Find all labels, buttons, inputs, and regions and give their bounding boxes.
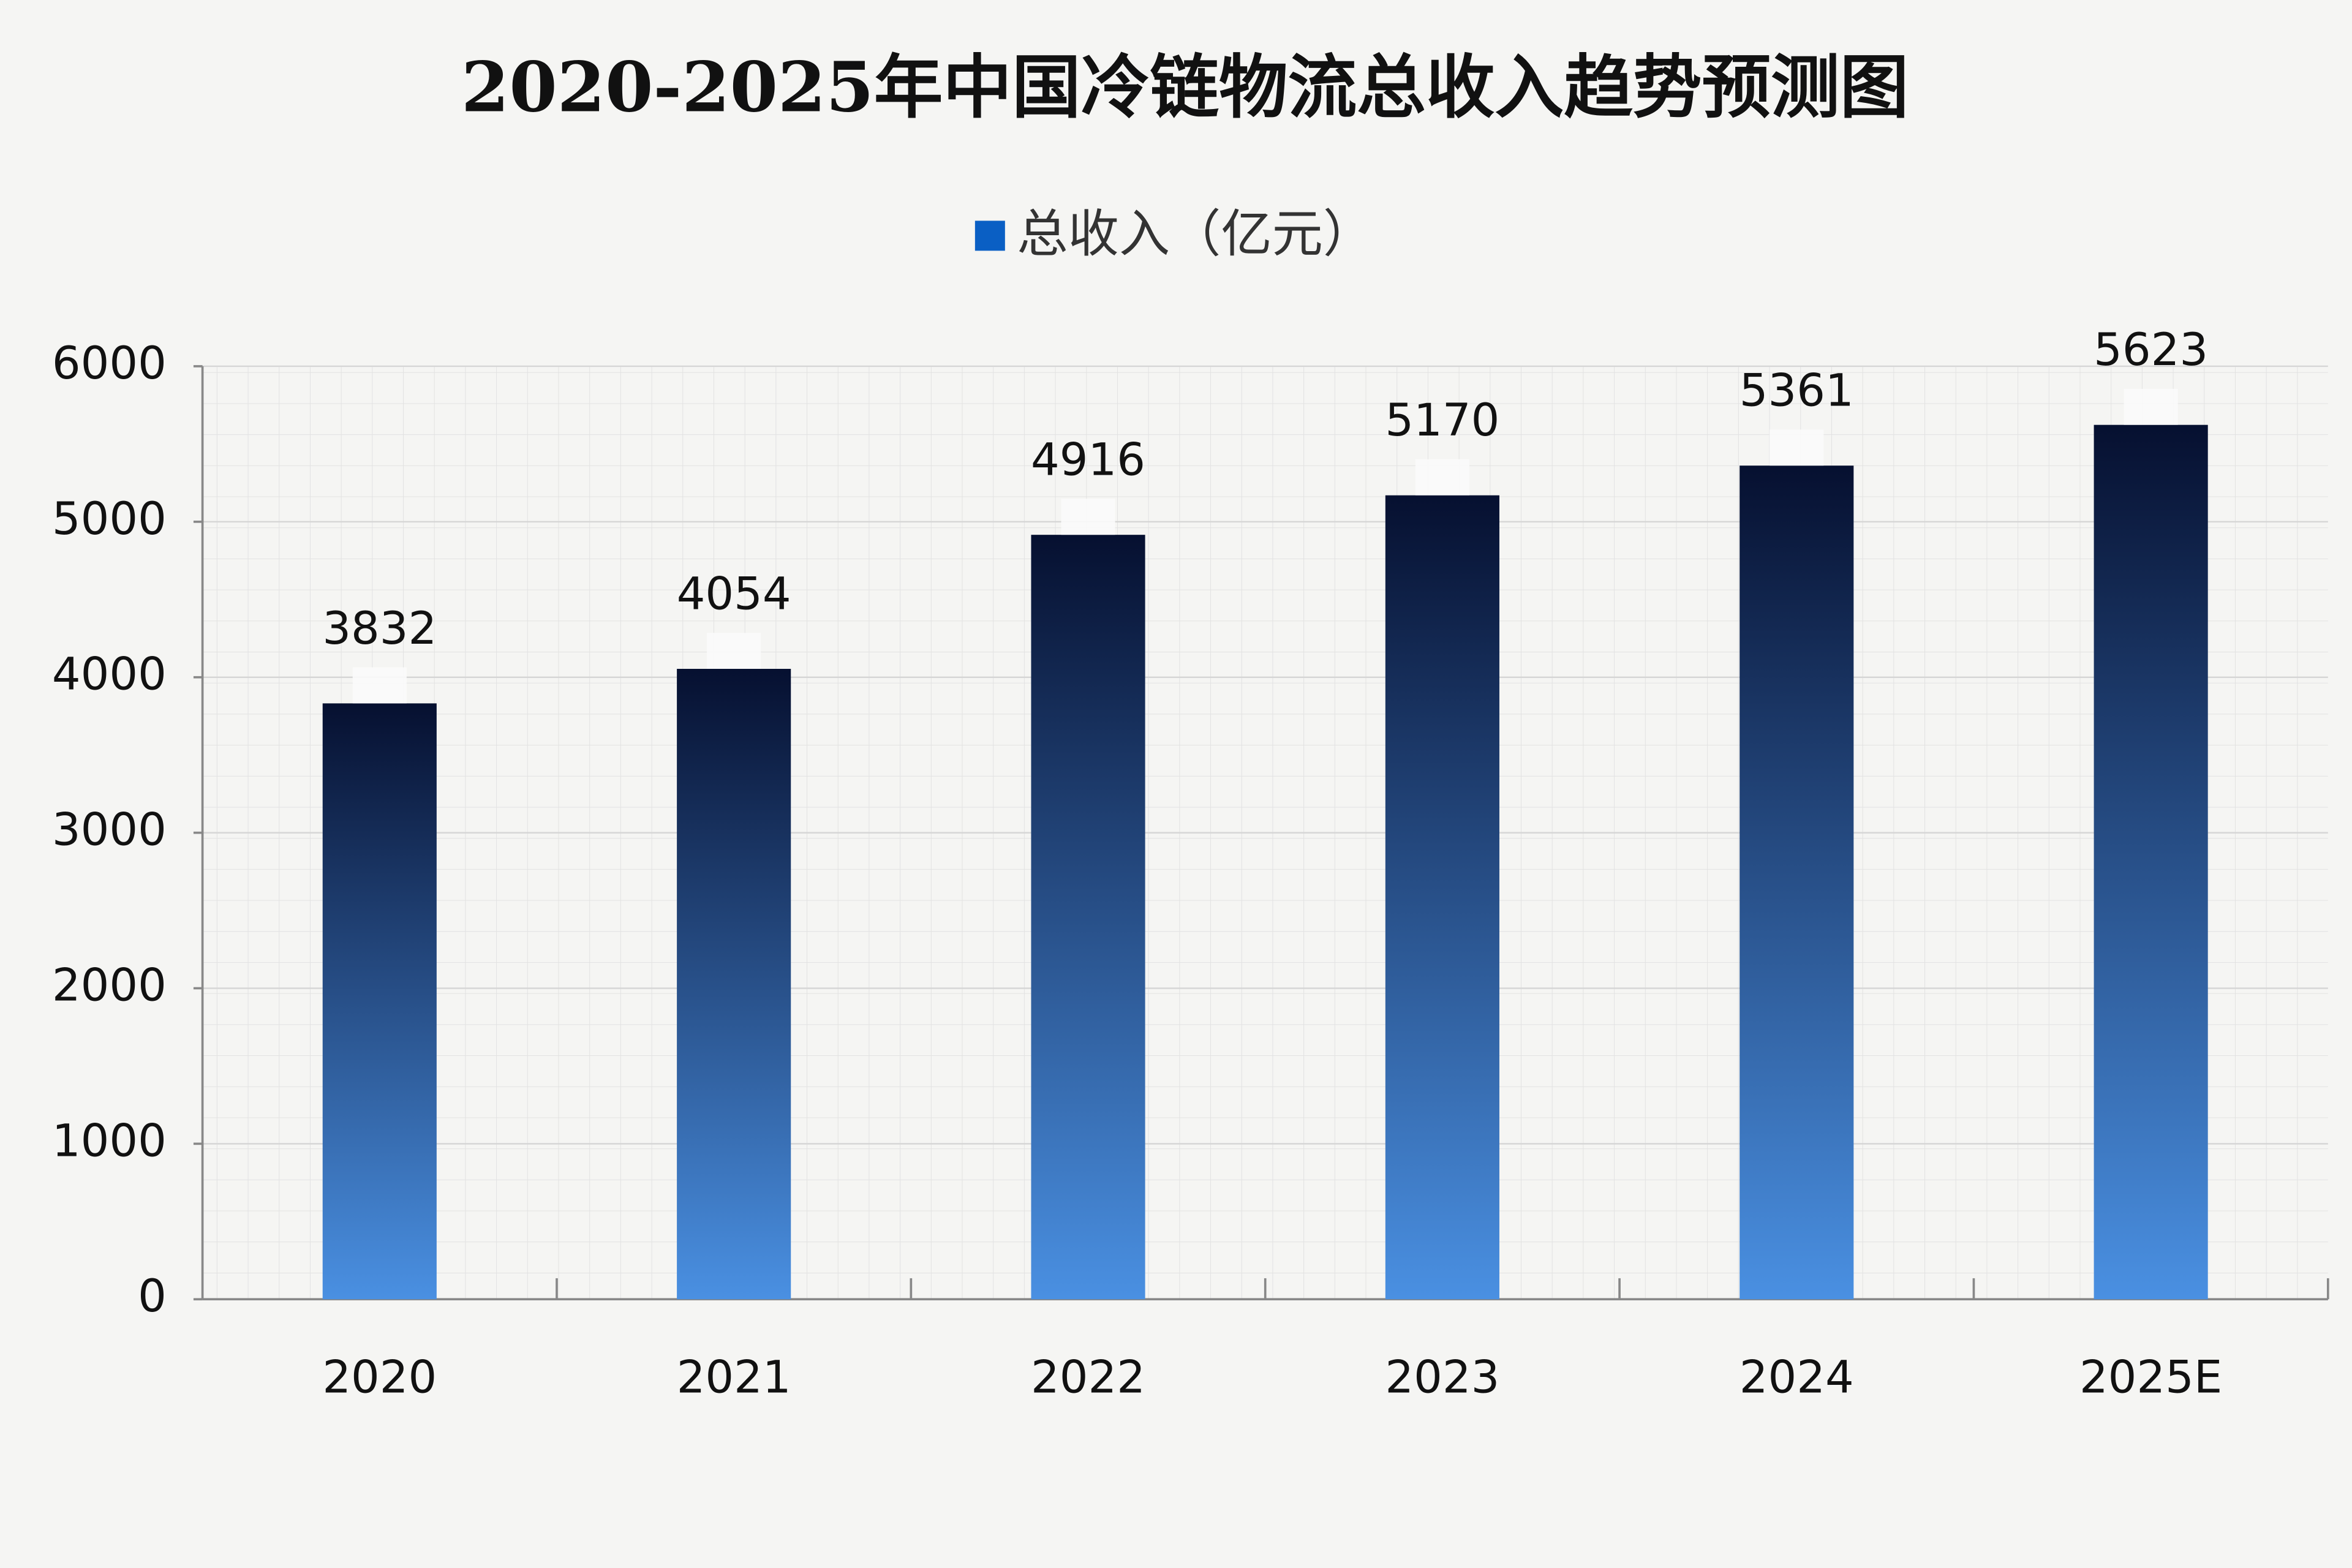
y-tick-label: 5000 xyxy=(52,493,167,545)
y-tick-label: 2000 xyxy=(52,959,167,1011)
value-label: 5170 xyxy=(1385,394,1499,447)
bar xyxy=(1385,495,1499,1300)
value-label-bg xyxy=(707,633,761,669)
x-tick-label: 2022 xyxy=(1031,1351,1145,1403)
y-tick-label: 0 xyxy=(138,1270,167,1322)
bar xyxy=(2094,424,2208,1300)
bar xyxy=(1031,535,1145,1300)
chart-title: 2020-2025年中国冷链物流总收入趋势预测图 xyxy=(461,47,1909,128)
x-tick-label: 2021 xyxy=(677,1351,791,1403)
y-tick-label: 3000 xyxy=(52,804,167,856)
y-tick-label: 1000 xyxy=(52,1115,167,1167)
value-label-bg xyxy=(1061,499,1115,535)
bar xyxy=(677,669,791,1300)
value-label-bg xyxy=(2124,388,2178,425)
value-label: 4054 xyxy=(677,568,791,620)
value-label: 5361 xyxy=(1740,365,1854,417)
x-tick-label: 2025E xyxy=(2079,1351,2222,1403)
value-label: 3832 xyxy=(322,603,437,655)
bar xyxy=(1740,466,1854,1300)
x-tick-label: 2023 xyxy=(1385,1351,1499,1403)
bar xyxy=(322,703,437,1300)
legend-swatch xyxy=(974,221,1005,251)
x-tick-label: 2020 xyxy=(322,1351,437,1403)
value-label: 4916 xyxy=(1031,434,1145,486)
value-label: 5623 xyxy=(2094,324,2208,376)
value-label-bg xyxy=(352,667,407,704)
value-label-bg xyxy=(1770,429,1824,466)
y-tick-label: 6000 xyxy=(52,337,167,390)
value-label-bg xyxy=(1415,459,1469,496)
legend-label: 总收入（亿元） xyxy=(1017,204,1374,263)
y-tick-label: 4000 xyxy=(52,649,167,701)
x-tick-label: 2024 xyxy=(1740,1351,1854,1403)
